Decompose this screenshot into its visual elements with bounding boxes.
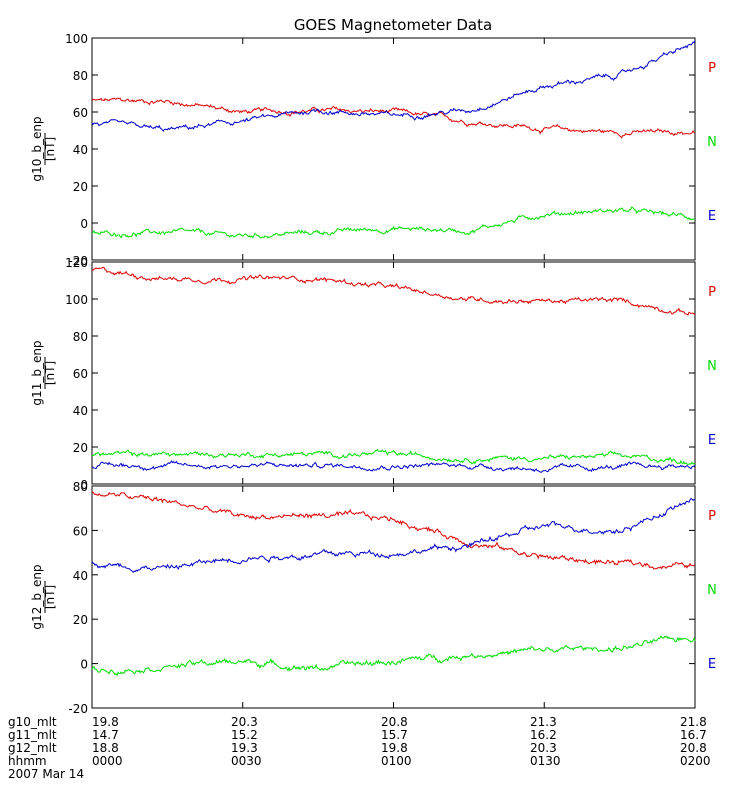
y-tick-label: 0 bbox=[80, 658, 88, 672]
series-line-e bbox=[91, 460, 696, 474]
series-line-p bbox=[91, 97, 696, 139]
y-axis-label: g12_b_enp bbox=[30, 564, 44, 629]
footer-value: 0130 bbox=[530, 754, 561, 768]
series-line-n bbox=[91, 448, 696, 466]
series-line-n bbox=[91, 635, 696, 677]
footer-value: 0000 bbox=[92, 754, 123, 768]
footer-value: 20.8 bbox=[680, 741, 707, 755]
footer-value: 0030 bbox=[231, 754, 262, 768]
footer-value: 0200 bbox=[680, 754, 711, 768]
footer-value: 20.3 bbox=[530, 741, 557, 755]
series-line-e bbox=[91, 40, 696, 132]
footer-label-g10-mlt: g10_mlt bbox=[8, 715, 57, 729]
y-tick-label: 60 bbox=[73, 524, 88, 538]
chart-title: GOES Magnetometer Data bbox=[294, 16, 492, 34]
y-tick-label: 40 bbox=[73, 404, 88, 418]
y-tick-label: 20 bbox=[73, 613, 88, 627]
legend-e: E bbox=[708, 433, 716, 448]
y-tick-label: 40 bbox=[73, 143, 88, 157]
y-tick-label: 80 bbox=[73, 480, 88, 494]
footer-value: 20.8 bbox=[381, 715, 408, 729]
footer-value: 15.2 bbox=[231, 728, 258, 742]
y-tick-label: 60 bbox=[73, 367, 88, 381]
legend-p: P bbox=[708, 285, 716, 300]
footer-date-row: 2007 Mar 14 bbox=[8, 768, 750, 781]
legend-e: E bbox=[708, 209, 716, 224]
time-axis-footer: g10_mlt 19.8 20.3 20.8 21.3 21.8 g11_mlt… bbox=[8, 716, 750, 786]
y-tick-label: 60 bbox=[73, 106, 88, 120]
unit-label: [nT] bbox=[43, 361, 57, 385]
footer-value: 21.3 bbox=[530, 715, 557, 729]
footer-value: 20.3 bbox=[231, 715, 258, 729]
legend-n: N bbox=[707, 135, 717, 150]
footer-value: 16.7 bbox=[680, 728, 707, 742]
footer-value: 18.8 bbox=[92, 741, 119, 755]
footer-label-g11-mlt: g11_mlt bbox=[8, 728, 57, 742]
series-line-n bbox=[91, 206, 696, 239]
y-tick-label: 0 bbox=[80, 217, 88, 231]
footer-value: 16.2 bbox=[530, 728, 557, 742]
y-tick-label: -20 bbox=[68, 702, 88, 716]
series-line-p bbox=[91, 266, 696, 316]
y-tick-label: 80 bbox=[73, 69, 88, 83]
y-tick-label: 0 bbox=[80, 478, 88, 492]
footer-row-g11-mlt: g11_mlt 14.7 15.2 15.7 16.2 16.7 bbox=[8, 729, 750, 742]
footer-row-hhmm: hhmm 0000 0030 0100 0130 0200 bbox=[8, 755, 750, 768]
unit-label: [nT] bbox=[43, 137, 57, 161]
legend-p: P bbox=[708, 61, 716, 76]
legend-n: N bbox=[707, 583, 717, 598]
footer-label-g12-mlt: g12_mlt bbox=[8, 741, 57, 755]
footer-value: 14.7 bbox=[92, 728, 119, 742]
y-tick-label: 20 bbox=[73, 441, 88, 455]
footer-value: 0100 bbox=[381, 754, 412, 768]
footer-value: 15.7 bbox=[381, 728, 408, 742]
y-tick-label: 80 bbox=[73, 330, 88, 344]
footer-value: 19.8 bbox=[381, 741, 408, 755]
footer-row-g12-mlt: g12_mlt 18.8 19.3 19.8 20.3 20.8 bbox=[8, 742, 750, 755]
legend-e: E bbox=[708, 657, 716, 672]
unit-label: [nT] bbox=[43, 585, 57, 609]
footer-value: 21.8 bbox=[680, 715, 707, 729]
y-axis-label: g11_b_enp bbox=[30, 340, 44, 405]
y-tick-label: 40 bbox=[73, 569, 88, 583]
footer-value: 19.3 bbox=[231, 741, 258, 755]
legend-n: N bbox=[707, 359, 717, 374]
legend-p: P bbox=[708, 509, 716, 524]
series-line-e bbox=[91, 497, 696, 574]
footer-value: 19.8 bbox=[92, 715, 119, 729]
footer-row-g10-mlt: g10_mlt 19.8 20.3 20.8 21.3 21.8 bbox=[8, 716, 750, 729]
y-tick-label: 20 bbox=[73, 180, 88, 194]
footer-date: 2007 Mar 14 bbox=[8, 767, 85, 781]
y-tick-label: 100 bbox=[65, 293, 88, 307]
y-tick-label: 120 bbox=[65, 256, 88, 270]
y-axis-label: g10_b_enp bbox=[30, 116, 44, 181]
y-tick-label: -20 bbox=[68, 254, 88, 268]
y-tick-label: 100 bbox=[65, 32, 88, 46]
footer-label-hhmm: hhmm bbox=[8, 754, 47, 768]
series-line-p bbox=[91, 490, 696, 570]
